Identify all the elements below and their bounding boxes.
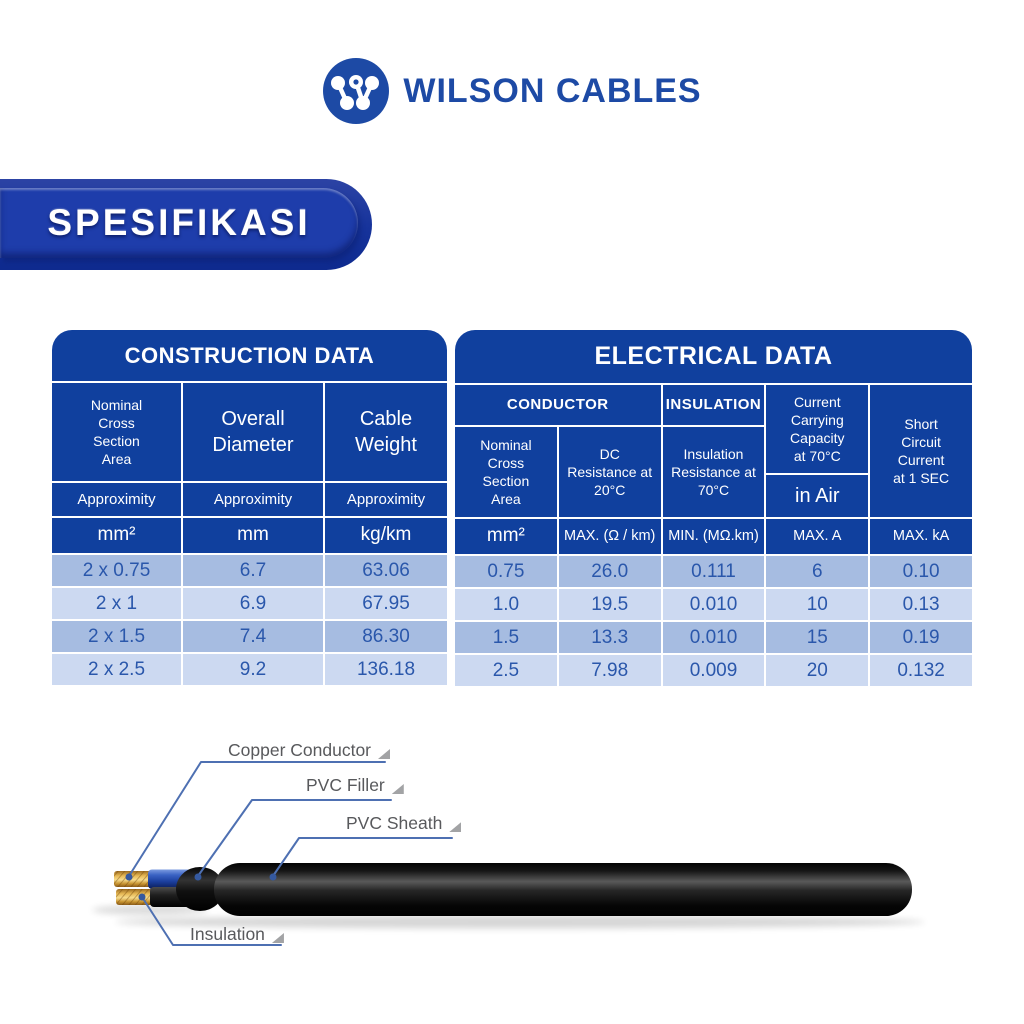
table-cell: 20 xyxy=(766,655,869,686)
triangle-marker-icon xyxy=(378,749,390,759)
callout-line-pvc-filler xyxy=(197,799,392,877)
table-cell: 0.010 xyxy=(662,589,765,620)
col-header-insulation-resistance: Insulation Resistance at 70°C xyxy=(662,427,765,517)
unit-mm2: mm² xyxy=(52,518,181,553)
table-cell: 6.7 xyxy=(183,555,323,586)
table-cell: 0.009 xyxy=(662,655,765,686)
table-cell: 9.2 xyxy=(183,654,323,685)
col-header-nominal-cross-section: Nominal Cross Section Area xyxy=(52,383,181,481)
col-header-overall-diameter: Overall Diameter xyxy=(183,383,323,481)
brand-header: WILSON CABLES xyxy=(0,56,1024,126)
table-cell: 0.19 xyxy=(870,622,972,653)
unit-max-ohm: MAX. (Ω / km) xyxy=(558,519,661,554)
label-insulation: Insulation xyxy=(190,924,284,945)
brand-name: WILSON CABLES xyxy=(403,71,702,110)
table-cell: 2 x 2.5 xyxy=(52,654,181,685)
unit-max-a: MAX. A xyxy=(766,519,869,554)
table-cell: 6.9 xyxy=(183,588,323,619)
label-text: Insulation xyxy=(190,924,265,944)
table-cell: 67.95 xyxy=(325,588,447,619)
cable-sheath-bulge xyxy=(176,867,224,911)
table-cell: 0.010 xyxy=(662,622,765,653)
table-cell: 7.98 xyxy=(558,655,661,686)
label-pvc-filler: PVC Filler xyxy=(306,775,404,796)
table-cell: 1.0 xyxy=(455,589,557,620)
construction-data-table: CONSTRUCTION DATA Nominal Cross Section … xyxy=(52,330,447,685)
label-copper-conductor: Copper Conductor xyxy=(228,740,390,761)
callout-line-insulation xyxy=(141,896,282,946)
table-cell: 2.5 xyxy=(455,655,557,686)
wilson-cables-logo-icon xyxy=(323,58,390,124)
group-header-conductor: CONDUCTOR xyxy=(455,385,661,425)
cable-body xyxy=(214,863,912,916)
table-cell: 63.06 xyxy=(325,555,447,586)
label-pvc-sheath: PVC Sheath xyxy=(346,813,462,834)
electrical-data-table: ELECTRICAL DATA CONDUCTOR INSULATION Cur… xyxy=(455,330,972,686)
col-header-dc-resistance: DC Resistance at 20°C xyxy=(558,427,661,517)
page-title: SPESIFIKASI xyxy=(47,202,311,243)
unit-min-mohm: MIN. (MΩ.km) xyxy=(662,519,765,554)
electrical-table-title: ELECTRICAL DATA xyxy=(455,330,972,383)
construction-table-title: CONSTRUCTION DATA xyxy=(52,330,447,381)
table-cell: 0.75 xyxy=(455,556,557,587)
subheader-approximity: Approximity xyxy=(325,483,447,516)
table-cell: 136.18 xyxy=(325,654,447,685)
group-header-insulation: INSULATION xyxy=(662,385,765,425)
callout-line-copper-conductor xyxy=(128,761,386,877)
unit-max-ka: MAX. kA xyxy=(870,519,972,554)
table-cell: 2 x 0.75 xyxy=(52,555,181,586)
table-cell: 0.10 xyxy=(870,556,972,587)
table-cell: 0.111 xyxy=(662,556,765,587)
table-cell: 26.0 xyxy=(558,556,661,587)
table-cell: 10 xyxy=(766,589,869,620)
subheader-approximity: Approximity xyxy=(183,483,323,516)
unit-kgkm: kg/km xyxy=(325,518,447,553)
table-cell: 0.132 xyxy=(870,655,972,686)
triangle-marker-icon xyxy=(391,784,404,794)
electrical-table-body: 0.75 26.0 0.111 6 0.10 1.0 19.5 0.010 10… xyxy=(455,556,972,686)
spesifikasi-banner: SPESIFIKASI xyxy=(0,179,372,270)
triangle-marker-icon xyxy=(449,822,462,832)
col-header-current-carrying-capacity: Current Carrying Capacity at 70°C xyxy=(766,385,869,473)
table-cell: 19.5 xyxy=(558,589,661,620)
callout-line-pvc-sheath xyxy=(272,837,453,877)
col-header-short-circuit-current: Short Circuit Current at 1 SEC xyxy=(870,385,972,517)
col-header-nominal-cross-section: Nominal Cross Section Area xyxy=(455,427,557,517)
triangle-marker-icon xyxy=(271,933,284,943)
col-header-in-air: in Air xyxy=(766,475,869,517)
copper-conductor-top xyxy=(114,871,154,887)
table-cell: 15 xyxy=(766,622,869,653)
table-cell: 0.13 xyxy=(870,589,972,620)
subheader-approximity: Approximity xyxy=(52,483,181,516)
unit-mm2: mm² xyxy=(455,519,557,554)
label-text: PVC Filler xyxy=(306,775,385,795)
construction-table-body: 2 x 0.75 6.7 63.06 2 x 1 6.9 67.95 2 x 1… xyxy=(52,555,447,685)
table-cell: 13.3 xyxy=(558,622,661,653)
table-cell: 6 xyxy=(766,556,869,587)
cable-diagram xyxy=(92,761,925,946)
table-cell: 1.5 xyxy=(455,622,557,653)
spesifikasi-banner-inner: SPESIFIKASI xyxy=(0,188,358,258)
table-cell: 2 x 1 xyxy=(52,588,181,619)
callout-dot-copper-conductor xyxy=(125,873,133,881)
unit-mm: mm xyxy=(183,518,323,553)
table-cell: 2 x 1.5 xyxy=(52,621,181,652)
cable-shadow xyxy=(115,915,925,929)
table-cell: 86.30 xyxy=(325,621,447,652)
table-cell: 7.4 xyxy=(183,621,323,652)
col-header-cable-weight: Cable Weight xyxy=(325,383,447,481)
label-text: Copper Conductor xyxy=(228,740,371,760)
callout-dot-insulation xyxy=(138,893,146,901)
label-text: PVC Sheath xyxy=(346,813,443,833)
copper-conductor-bottom xyxy=(116,889,156,905)
callout-dot-pvc-filler xyxy=(194,873,202,881)
callout-dot-pvc-sheath xyxy=(269,873,277,881)
